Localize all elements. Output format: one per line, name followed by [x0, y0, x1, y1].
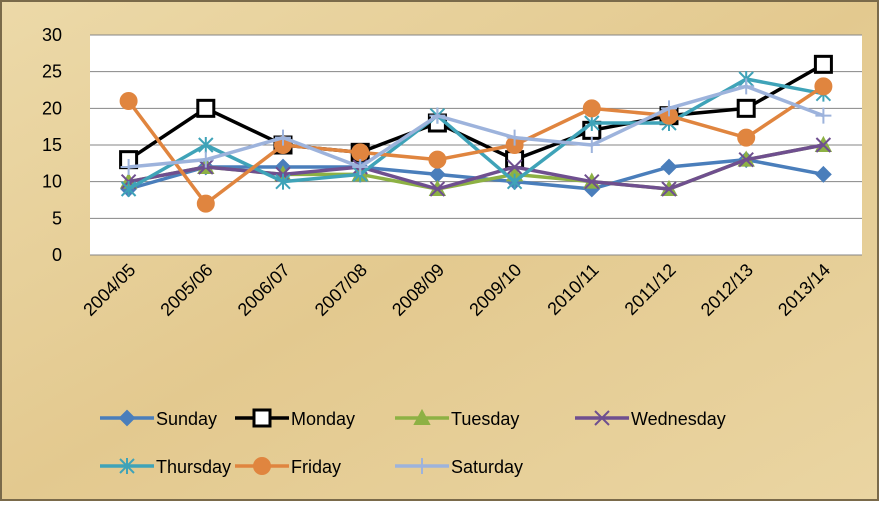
data-point: [351, 143, 370, 162]
data-point: [814, 165, 832, 183]
legend-marker: [252, 408, 272, 428]
data-point: [737, 128, 756, 147]
data-point: [736, 98, 756, 118]
series-line: [128, 84, 825, 169]
data-point: [429, 107, 446, 124]
y-tick-label: 25: [42, 62, 62, 82]
data-point: [582, 99, 601, 118]
legend-label: Tuesday: [451, 409, 519, 429]
data-point: [583, 137, 600, 153]
legend-label: Sunday: [156, 409, 217, 429]
y-tick-label: 15: [42, 135, 62, 155]
data-point: [352, 159, 369, 175]
data-point: [429, 181, 446, 197]
data-point: [815, 107, 832, 124]
data-point: [738, 151, 754, 168]
legend-label: Saturday: [451, 457, 523, 477]
data-point: [506, 159, 523, 175]
data-point: [815, 137, 832, 153]
data-point: [196, 98, 216, 118]
data-point: [197, 151, 214, 168]
legend-marker: [118, 409, 136, 427]
series-line: [127, 62, 825, 162]
legend-marker: [413, 408, 431, 425]
data-point: [584, 173, 600, 190]
data-point: [275, 173, 291, 190]
legend-label: Friday: [291, 457, 341, 477]
data-point: [120, 181, 137, 197]
legend-marker: [119, 458, 135, 474]
y-tick-label: 10: [42, 172, 62, 192]
data-point: [813, 54, 833, 74]
y-tick-label: 5: [52, 208, 62, 228]
y-tick-label: 30: [42, 25, 62, 45]
series-line: [127, 77, 824, 191]
data-point: [275, 129, 291, 146]
data-point: [120, 159, 137, 175]
data-point: [428, 150, 447, 169]
data-point: [506, 173, 523, 190]
y-tick-label: 0: [52, 245, 62, 265]
data-point: [814, 77, 833, 96]
legend-marker: [253, 457, 271, 475]
data-point: [738, 78, 755, 95]
data-point: [661, 100, 677, 117]
legend-label: Monday: [291, 409, 355, 429]
data-point: [661, 181, 677, 197]
data-point: [584, 115, 600, 131]
legend-marker: [414, 458, 430, 474]
data-point: [196, 194, 215, 213]
legend-label: Thursday: [156, 457, 231, 477]
legend-marker: [594, 410, 610, 426]
data-point: [198, 137, 214, 153]
series-line: [128, 143, 824, 191]
legend-label: Wednesday: [631, 409, 726, 429]
data-point: [119, 92, 138, 110]
data-point: [660, 158, 678, 176]
y-tick-label: 20: [42, 98, 62, 118]
series-line: [127, 84, 825, 206]
data-point: [506, 129, 523, 146]
